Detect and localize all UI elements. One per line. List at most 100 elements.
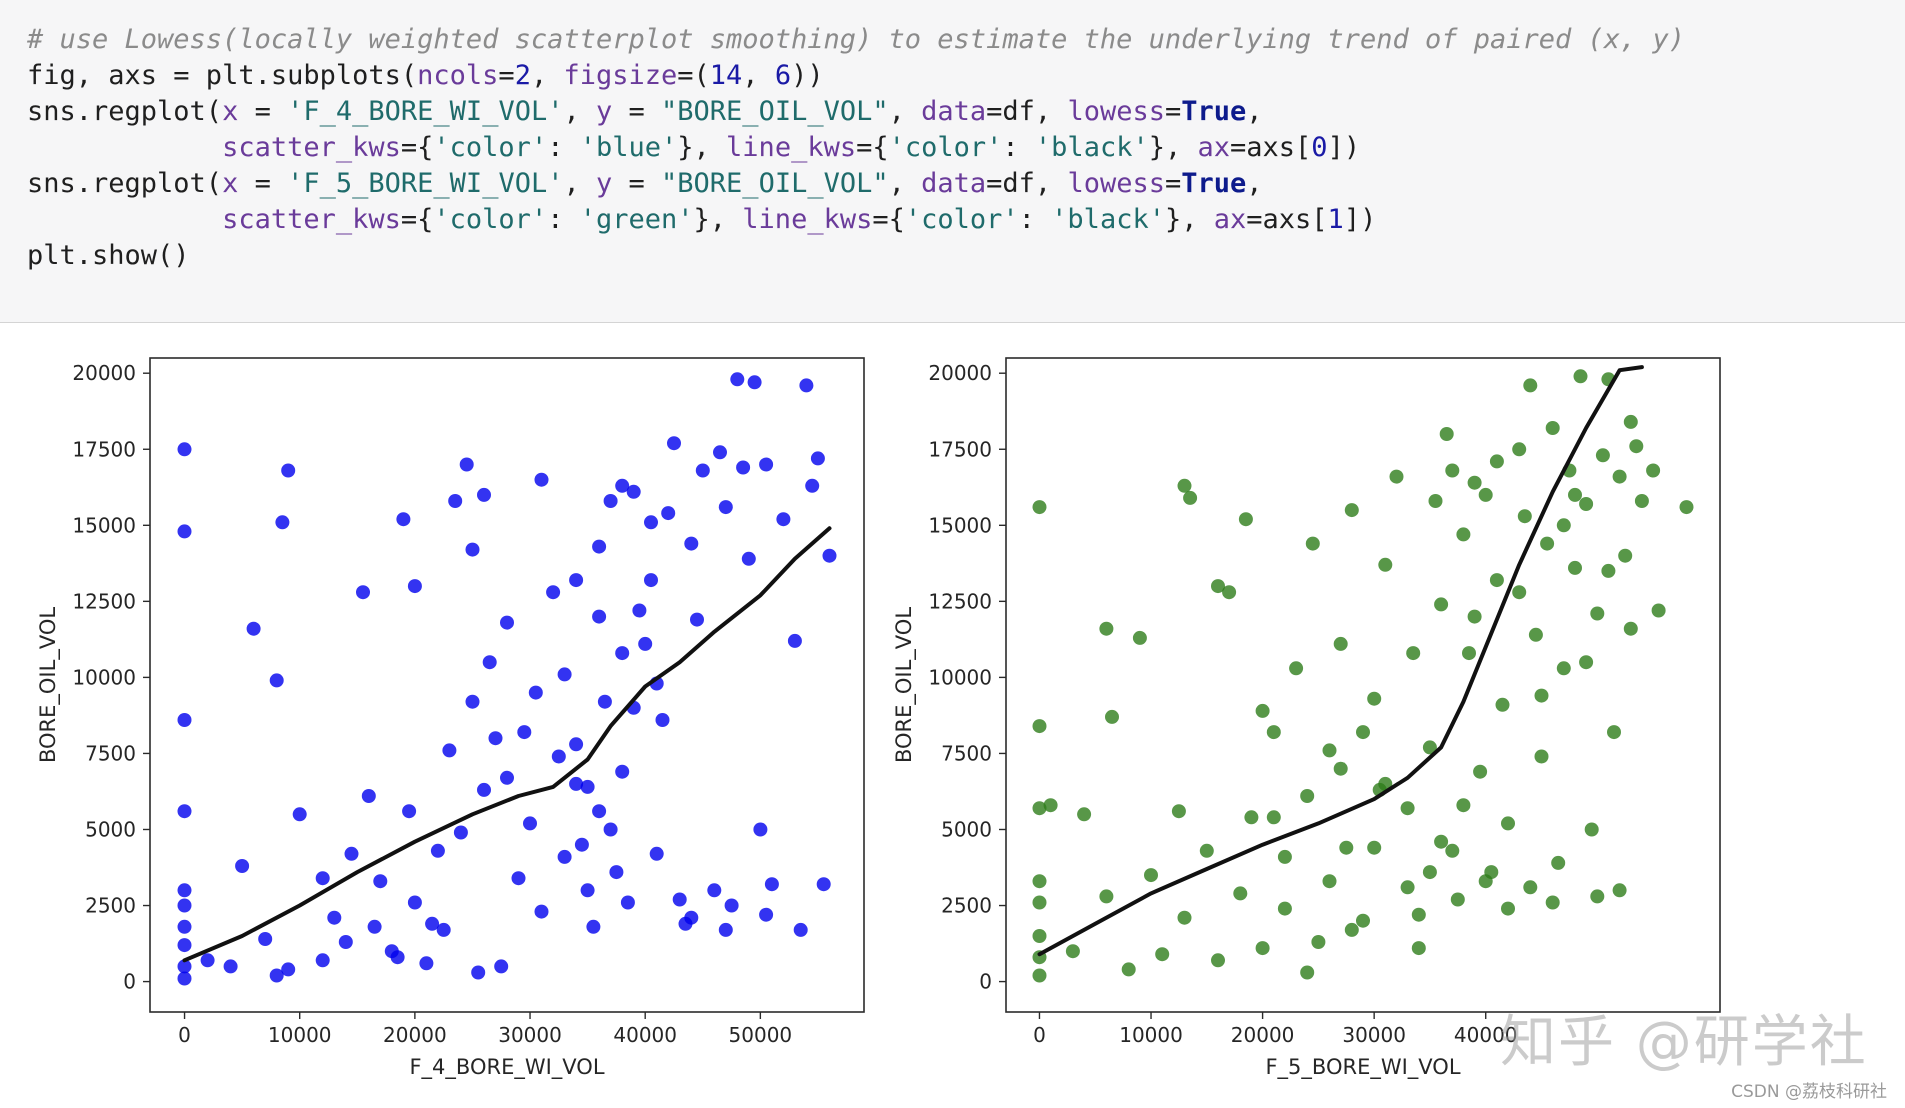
scatter-point: [1551, 855, 1566, 870]
scatter-point: [793, 922, 808, 937]
scatter-point: [1300, 965, 1315, 980]
scatter-point: [1512, 442, 1527, 457]
scatter-point: [523, 816, 537, 831]
code-cell[interactable]: # use Lowess(locally weighted scatterplo…: [0, 0, 1905, 323]
scatter-point: [177, 959, 192, 974]
scatter-point: [649, 846, 664, 861]
code-token: 'color': [888, 132, 1003, 163]
code-token: =: [612, 168, 662, 199]
code-token: 2: [514, 60, 531, 91]
y-tick-label: 15000: [928, 513, 992, 537]
plot-frame: [149, 357, 865, 1013]
scatter-point: [471, 965, 486, 980]
scatter-point: [315, 871, 330, 886]
scatter-point: [1422, 740, 1437, 755]
code-token: ,: [1246, 96, 1263, 127]
code-token: lowess: [1067, 96, 1165, 127]
y-tick-label: 2500: [85, 894, 136, 918]
y-tick-label: 12500: [72, 589, 136, 613]
scatter-point: [1473, 764, 1488, 779]
code-token: plt.show(): [27, 240, 190, 271]
scatter-point: [361, 789, 376, 803]
scatter-point: [275, 515, 290, 530]
code-token: 'color': [904, 204, 1019, 235]
code-token: fig, axs = plt.subplots(: [27, 60, 418, 91]
scatter-point: [1528, 627, 1543, 642]
scatter-point: [569, 776, 584, 791]
y-tick-label: 0: [123, 970, 136, 994]
scatter-point: [1077, 807, 1092, 822]
scatter-point: [759, 457, 774, 472]
scatter-point: [1344, 922, 1359, 937]
scatter-point: [488, 731, 503, 746]
code-token: },: [693, 204, 743, 235]
code-token: ={: [400, 132, 434, 163]
scatter-point: [1177, 478, 1192, 493]
scatter-point: [753, 822, 768, 837]
scatter-point: [816, 877, 831, 892]
scatter-point: [1400, 880, 1415, 895]
scatter-point: [1646, 463, 1661, 478]
scatter-point: [615, 764, 630, 779]
code-token: 'F_5_BORE_WI_VOL': [287, 168, 564, 199]
code-token: 'black': [1034, 132, 1149, 163]
code-token: =axs[: [1230, 132, 1312, 163]
code-token: figsize: [563, 60, 678, 91]
scatter-point: [764, 877, 779, 892]
code-token: x: [222, 96, 239, 127]
scatter-point: [1456, 798, 1471, 813]
scatter-point: [1333, 636, 1348, 651]
scatter-point: [1300, 789, 1315, 803]
scatter-point: [1556, 661, 1571, 676]
scatter-point: [747, 375, 762, 390]
scatter-point: [1445, 843, 1460, 858]
scatter-point: [177, 713, 192, 727]
code-token: :: [547, 204, 580, 235]
scatter-point: [690, 612, 704, 627]
scatter-point: [1590, 606, 1605, 621]
scatter-point: [620, 895, 635, 910]
scatter-point: [1277, 901, 1292, 916]
x-tick-label: 20000: [383, 1023, 447, 1047]
scatter-point: [1634, 494, 1649, 508]
scatter-point: [1032, 874, 1047, 889]
y-tick-label: 7500: [941, 741, 992, 765]
scatter-point: [1607, 725, 1621, 740]
scatter-point: [1584, 822, 1599, 837]
scatter-point: [1244, 810, 1259, 825]
scatter-point: [799, 378, 814, 393]
scatter-point: [638, 636, 653, 651]
scatter-point: [390, 950, 405, 965]
y-tick-label: 10000: [72, 665, 136, 689]
scatter-point: [315, 953, 330, 968]
code-token: line_kws: [742, 204, 873, 235]
scatter-point: [1573, 369, 1588, 384]
scatter-point: [810, 451, 825, 466]
code-token: =df,: [986, 96, 1068, 127]
scatter-point: [177, 442, 192, 457]
code-token: "BORE_OIL_VOL": [661, 168, 889, 199]
scatter-point: [1065, 944, 1080, 959]
scatter-point: [1406, 646, 1421, 661]
scatter-point: [1032, 500, 1047, 515]
scatter-point: [1568, 487, 1582, 502]
scatter-point: [609, 865, 624, 880]
scatter-point: [1411, 941, 1426, 956]
scatter-point: [741, 551, 756, 566]
scatter-point: [644, 515, 658, 530]
code-token: =(: [677, 60, 710, 91]
scatter-point: [528, 685, 543, 700]
code-token: =: [498, 60, 515, 91]
scatter-point: [718, 500, 733, 515]
code-block[interactable]: # use Lowess(locally weighted scatterplo…: [27, 22, 1685, 274]
scatter-point: [574, 837, 589, 852]
scatter-point: [1439, 427, 1454, 441]
code-token: },: [677, 132, 727, 163]
scatter-point: [396, 512, 411, 527]
scatter-point: [546, 585, 561, 600]
scatter-point: [661, 506, 676, 521]
code-token: x: [222, 168, 239, 199]
scatter-point: [1679, 500, 1694, 515]
code-line: sns.regplot(x = 'F_5_BORE_WI_VOL', y = "…: [27, 168, 1263, 199]
code-token: },: [1148, 132, 1198, 163]
